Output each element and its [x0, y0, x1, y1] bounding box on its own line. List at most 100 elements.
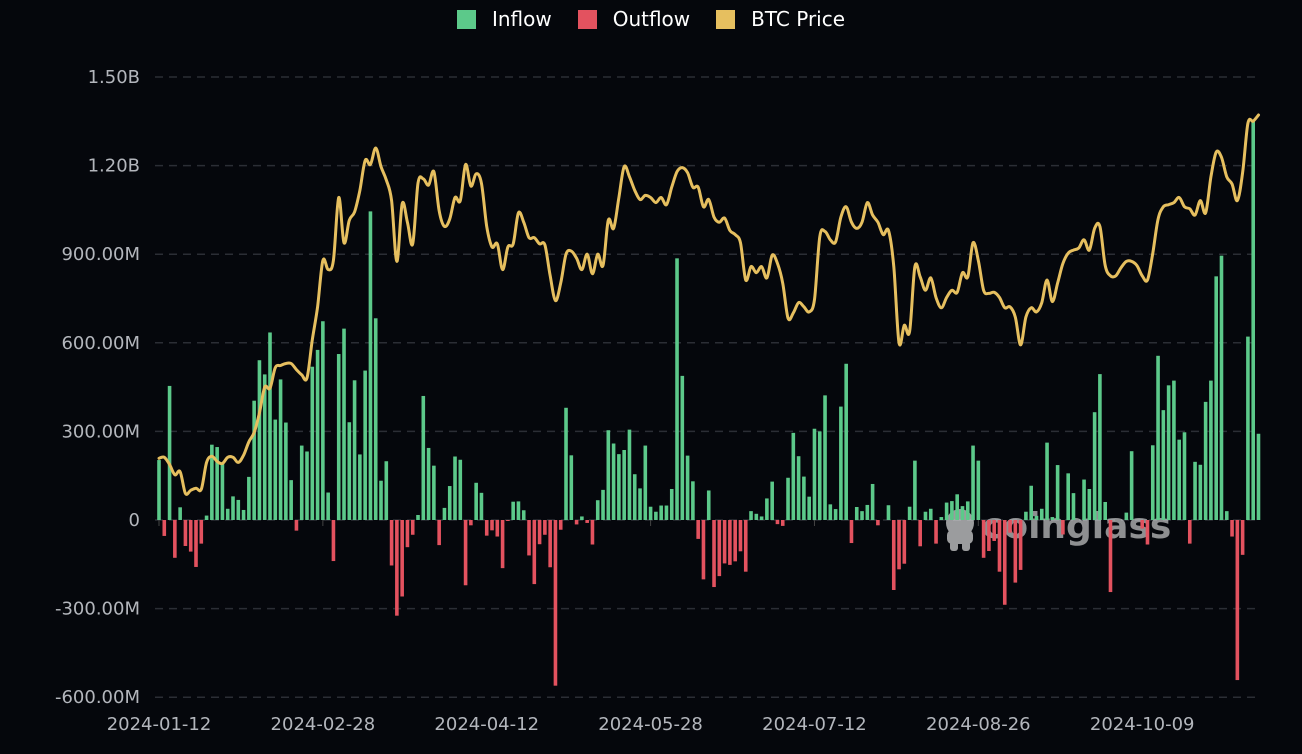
- outflow-bar[interactable]: [558, 520, 563, 530]
- inflow-bar[interactable]: [1219, 255, 1224, 520]
- inflow-bar[interactable]: [706, 490, 711, 520]
- outflow-bar[interactable]: [199, 520, 204, 544]
- inflow-bar[interactable]: [358, 454, 362, 520]
- legend-inflow[interactable]: Inflow: [456, 7, 552, 31]
- inflow-bar[interactable]: [336, 354, 341, 520]
- outflow-bar[interactable]: [162, 520, 167, 536]
- inflow-bar[interactable]: [321, 321, 325, 520]
- inflow-bar[interactable]: [1214, 276, 1218, 520]
- outflow-bar[interactable]: [469, 520, 473, 526]
- inflow-bar[interactable]: [453, 456, 457, 520]
- inflow-bar[interactable]: [1246, 336, 1250, 520]
- inflow-bar[interactable]: [363, 370, 367, 520]
- inflow-bar[interactable]: [220, 462, 225, 520]
- inflow-bar[interactable]: [960, 506, 965, 520]
- inflow-bar[interactable]: [315, 349, 320, 520]
- outflow-bar[interactable]: [1061, 520, 1065, 535]
- inflow-bar[interactable]: [950, 501, 954, 520]
- inflow-bar[interactable]: [860, 511, 864, 520]
- inflow-bar[interactable]: [839, 406, 843, 520]
- inflow-bar[interactable]: [595, 500, 600, 520]
- inflow-bar[interactable]: [1055, 465, 1060, 520]
- inflow-bar[interactable]: [416, 514, 420, 520]
- inflow-bar[interactable]: [1103, 501, 1107, 520]
- inflow-bar[interactable]: [965, 501, 970, 520]
- inflow-bar[interactable]: [326, 492, 330, 520]
- inflow-bar[interactable]: [247, 476, 251, 520]
- outflow-bar[interactable]: [1140, 520, 1144, 529]
- outflow-bar[interactable]: [532, 520, 537, 585]
- inflow-bar[interactable]: [796, 456, 801, 520]
- inflow-bar[interactable]: [638, 488, 642, 520]
- outflow-bar[interactable]: [1145, 520, 1150, 545]
- inflow-bar[interactable]: [310, 366, 315, 520]
- inflow-bar[interactable]: [913, 460, 917, 520]
- outflow-bar[interactable]: [712, 520, 716, 588]
- outflow-bar[interactable]: [934, 520, 938, 544]
- outflow-bar[interactable]: [405, 520, 410, 548]
- outflow-bar[interactable]: [775, 520, 780, 525]
- outflow-bar[interactable]: [574, 520, 579, 525]
- inflow-bar[interactable]: [1045, 442, 1049, 520]
- inflow-bar[interactable]: [479, 492, 484, 520]
- outflow-bar[interactable]: [188, 520, 193, 552]
- inflow-bar[interactable]: [817, 431, 822, 520]
- outflow-bar[interactable]: [400, 520, 404, 597]
- inflow-bar[interactable]: [823, 395, 827, 520]
- inflow-bar[interactable]: [944, 502, 949, 520]
- inflow-bar[interactable]: [664, 505, 669, 520]
- inflow-bar[interactable]: [680, 375, 685, 520]
- outflow-bar[interactable]: [1235, 520, 1240, 681]
- outflow-bar[interactable]: [1008, 520, 1012, 533]
- inflow-bar[interactable]: [373, 318, 378, 520]
- inflow-bar[interactable]: [368, 211, 373, 521]
- inflow-bar[interactable]: [754, 513, 759, 520]
- inflow-bar[interactable]: [252, 400, 256, 520]
- outflow-bar[interactable]: [728, 520, 732, 565]
- inflow-bar[interactable]: [770, 481, 774, 520]
- inflow-bar[interactable]: [474, 482, 478, 520]
- inflow-bar[interactable]: [1156, 355, 1160, 520]
- outflow-bar[interactable]: [194, 520, 198, 567]
- inflow-bar[interactable]: [627, 429, 632, 520]
- inflow-bar[interactable]: [442, 507, 447, 520]
- outflow-bar[interactable]: [437, 520, 441, 546]
- inflow-bar[interactable]: [1161, 410, 1166, 520]
- inflow-bar[interactable]: [1039, 508, 1044, 520]
- inflow-bar[interactable]: [865, 504, 870, 520]
- outflow-bar[interactable]: [548, 520, 552, 568]
- inflow-bar[interactable]: [299, 445, 304, 520]
- inflow-bar[interactable]: [807, 496, 811, 520]
- inflow-bar[interactable]: [844, 363, 848, 520]
- inflow-bar[interactable]: [1066, 473, 1070, 520]
- inflow-bar[interactable]: [833, 509, 838, 520]
- inflow-bar[interactable]: [352, 380, 357, 520]
- outflow-bar[interactable]: [902, 520, 907, 564]
- outflow-bar[interactable]: [1013, 520, 1018, 583]
- outflow-bar[interactable]: [738, 520, 743, 552]
- inflow-bar[interactable]: [870, 483, 875, 520]
- inflow-bar[interactable]: [421, 395, 426, 520]
- inflow-bar[interactable]: [426, 447, 431, 520]
- inflow-bar[interactable]: [1182, 432, 1187, 520]
- inflow-bar[interactable]: [971, 445, 975, 520]
- outflow-bar[interactable]: [543, 520, 547, 535]
- inflow-bar[interactable]: [691, 481, 695, 520]
- inflow-bar[interactable]: [273, 419, 278, 520]
- inflow-bar[interactable]: [854, 507, 859, 520]
- inflow-bar[interactable]: [886, 505, 891, 520]
- inflow-bar[interactable]: [939, 517, 944, 520]
- outflow-bar[interactable]: [722, 520, 727, 564]
- inflow-bar[interactable]: [268, 332, 272, 520]
- inflow-bar[interactable]: [802, 476, 806, 520]
- inflow-bar[interactable]: [225, 508, 230, 520]
- outflow-bar[interactable]: [1108, 520, 1113, 593]
- inflow-bar[interactable]: [675, 258, 679, 520]
- outflow-bar[interactable]: [1187, 520, 1192, 544]
- inflow-bar[interactable]: [580, 516, 584, 520]
- inflow-bar[interactable]: [215, 447, 219, 520]
- inflow-bar[interactable]: [749, 511, 753, 520]
- inflow-bar[interactable]: [1082, 479, 1086, 520]
- inflow-bar[interactable]: [786, 477, 790, 520]
- inflow-bar[interactable]: [1193, 461, 1197, 520]
